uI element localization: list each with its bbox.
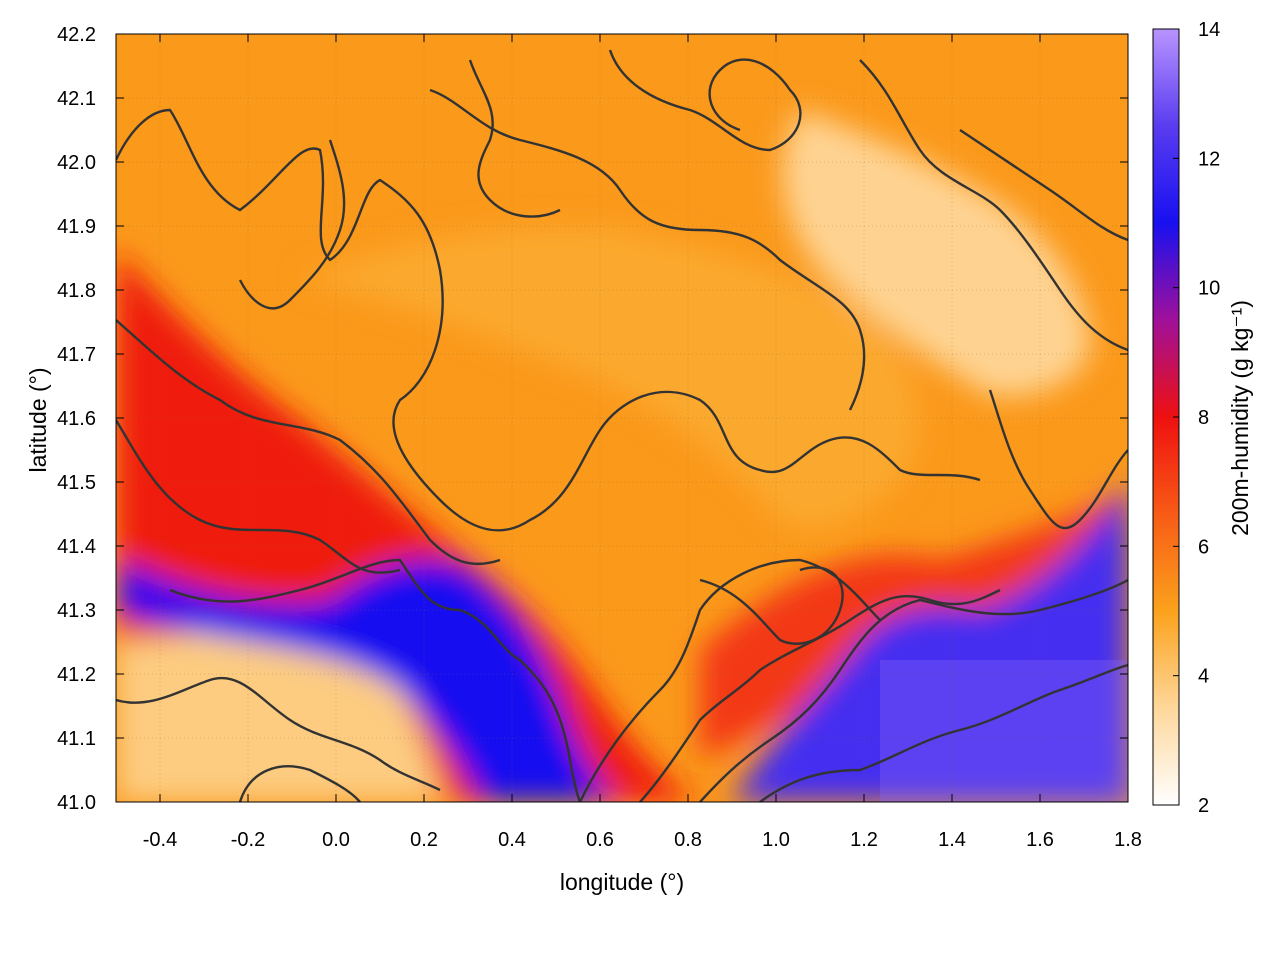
x-tick-label: 0.2 bbox=[410, 829, 438, 851]
y-tick-label: 42.2 bbox=[57, 24, 96, 46]
contour-line bbox=[608, 49, 802, 152]
colorbar-tick-label: 6 bbox=[1198, 536, 1209, 558]
x-tick-label: -0.2 bbox=[231, 829, 265, 851]
map-grid bbox=[116, 34, 1128, 802]
contour-line bbox=[759, 663, 1128, 802]
colorbar-tick-label: 2 bbox=[1198, 795, 1209, 817]
y-tick-label: 41.0 bbox=[57, 792, 96, 814]
y-tick-label: 41.8 bbox=[57, 280, 96, 302]
y-tick-label: 41.2 bbox=[57, 664, 96, 686]
x-tick-label: 1.8 bbox=[1114, 829, 1142, 851]
contour-lines bbox=[116, 49, 1128, 802]
northeast-dry-patch bbox=[782, 110, 1090, 396]
y-tick-label: 42.0 bbox=[57, 152, 96, 174]
colorbar-tick-label: 4 bbox=[1198, 666, 1209, 688]
contour-line bbox=[429, 88, 866, 411]
contour-line bbox=[116, 677, 441, 792]
colorbar-tick-label: 10 bbox=[1198, 278, 1220, 300]
mediterranean-sea bbox=[730, 480, 1128, 802]
contour-line bbox=[639, 588, 1001, 802]
contour-line bbox=[116, 108, 981, 532]
x-tick-label: 1.0 bbox=[762, 829, 790, 851]
colorbar-label: 200m-humidity (g kg⁻¹) bbox=[1227, 300, 1253, 536]
x-tick-label: -0.4 bbox=[143, 829, 177, 851]
contour-line bbox=[169, 558, 582, 802]
x-axis-label: longitude (°) bbox=[560, 869, 684, 895]
y-tick-label: 41.4 bbox=[57, 536, 96, 558]
contour-line bbox=[699, 566, 844, 645]
x-axis-ticks: -0.4 -0.2 0.0 0.2 0.4 0.6 0.8 1.0 1.2 1.4 1.6 1.8 bbox=[143, 34, 1142, 851]
sea-glow bbox=[880, 660, 1128, 802]
x-tick-label: 0.6 bbox=[586, 829, 614, 851]
x-tick-label: 0.0 bbox=[322, 829, 350, 851]
y-tick-label: 41.5 bbox=[57, 472, 96, 494]
contour-line bbox=[699, 578, 1128, 802]
x-tick-label: 1.4 bbox=[938, 829, 966, 851]
x-tick-label: 0.4 bbox=[498, 829, 526, 851]
contour-line bbox=[238, 139, 346, 310]
colorbar-tick-label: 8 bbox=[1198, 407, 1209, 429]
contour-line bbox=[988, 389, 1128, 530]
y-axis-ticks: 41.0 41.1 41.2 41.3 41.4 41.5 41.6 41.7 41.8 41.9… bbox=[57, 24, 1128, 814]
x-tick-label: 1.6 bbox=[1026, 829, 1054, 851]
field-regions bbox=[116, 110, 1128, 802]
contour-line bbox=[116, 419, 401, 574]
colorbar-tick-label: 12 bbox=[1198, 148, 1220, 170]
y-tick-label: 42.1 bbox=[57, 88, 96, 110]
contour-line bbox=[468, 59, 561, 218]
y-axis-label: latitude (°) bbox=[25, 367, 51, 472]
y-tick-label: 41.7 bbox=[57, 344, 96, 366]
y-tick-label: 41.6 bbox=[57, 408, 96, 430]
contour-line bbox=[578, 558, 881, 802]
contour-line bbox=[959, 129, 1128, 242]
humidity-field bbox=[116, 34, 1128, 802]
contour-line bbox=[116, 319, 501, 566]
y-tick-label: 41.3 bbox=[57, 600, 96, 622]
colorbar-ticks: 2 4 6 8 10 12 14 bbox=[1173, 19, 1220, 817]
colorbar-tick-label: 14 bbox=[1198, 19, 1220, 41]
ebro-valley-moist-core bbox=[116, 560, 620, 802]
x-tick-label: 1.2 bbox=[850, 829, 878, 851]
y-tick-label: 41.1 bbox=[57, 728, 96, 750]
x-tick-label: 0.8 bbox=[674, 829, 702, 851]
contour-line bbox=[859, 59, 1128, 352]
contour-line bbox=[238, 765, 361, 802]
north-interior bbox=[300, 227, 918, 528]
y-tick-label: 41.9 bbox=[57, 216, 96, 238]
